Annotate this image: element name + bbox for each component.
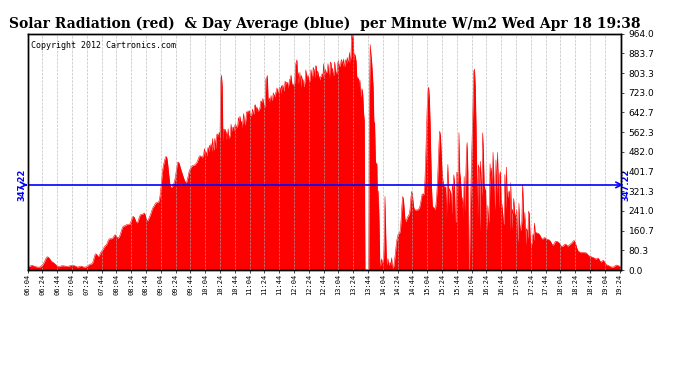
Text: Copyright 2012 Cartronics.com: Copyright 2012 Cartronics.com xyxy=(30,41,175,50)
Text: 347.22: 347.22 xyxy=(622,169,631,201)
Title: Solar Radiation (red)  & Day Average (blue)  per Minute W/m2 Wed Apr 18 19:38: Solar Radiation (red) & Day Average (blu… xyxy=(8,17,640,31)
Text: 347.22: 347.22 xyxy=(18,169,27,201)
